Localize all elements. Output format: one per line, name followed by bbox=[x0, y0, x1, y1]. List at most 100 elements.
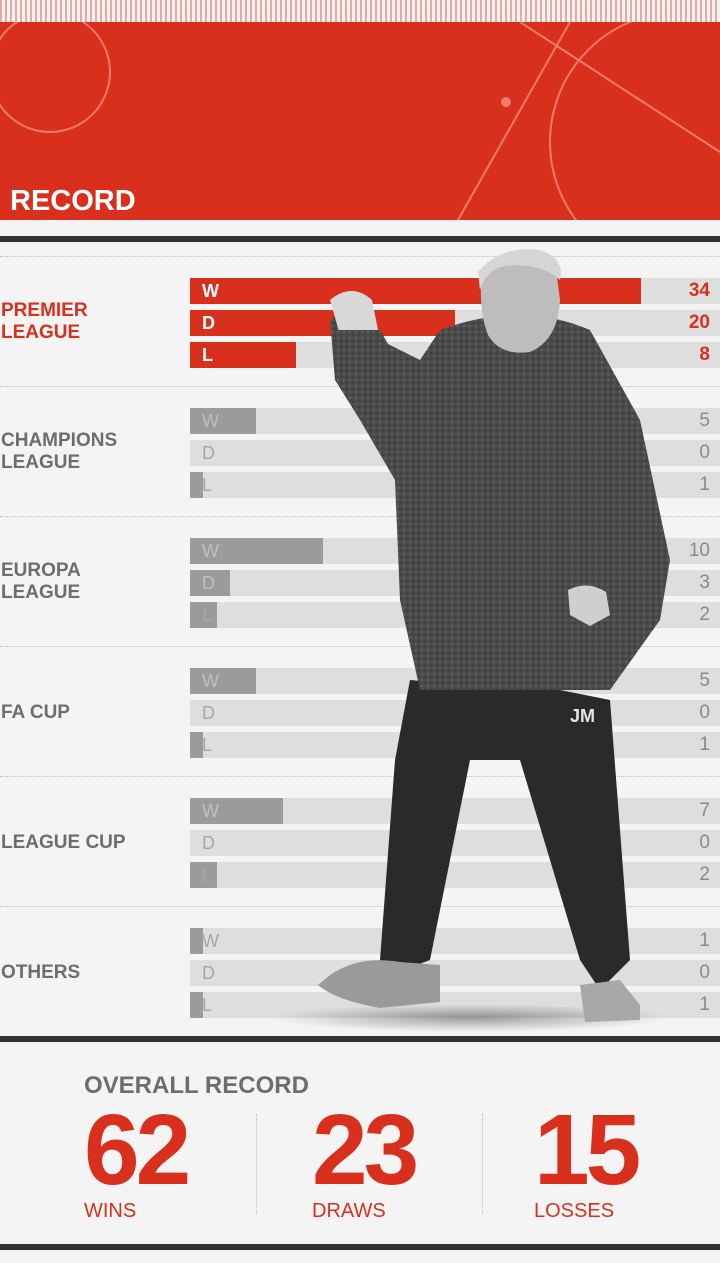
bar-category-label: L bbox=[202, 995, 213, 1015]
bar-value-label: 8 bbox=[699, 344, 710, 365]
top-divider bbox=[0, 236, 720, 242]
bar-category-label: D bbox=[202, 833, 215, 853]
bar-w bbox=[190, 668, 257, 694]
competition-name-line: EUROPA bbox=[1, 560, 81, 581]
bar-category-label: W bbox=[202, 801, 219, 821]
bar-value-label: 0 bbox=[699, 832, 710, 853]
competition-group: EUROPA LEAGUE W 10 D 3 L 2 bbox=[0, 516, 720, 646]
bar-value-label: 10 bbox=[688, 540, 710, 561]
bar-value-label: 34 bbox=[688, 280, 710, 301]
bar-category-label: D bbox=[202, 573, 215, 593]
bar-row: D 20 bbox=[190, 310, 720, 336]
bar-track bbox=[190, 602, 720, 628]
bar-category-label: D bbox=[202, 963, 215, 983]
bar-w bbox=[190, 278, 641, 304]
competition-name-line: FA CUP bbox=[1, 702, 70, 723]
header-banner: RECORD bbox=[0, 22, 720, 220]
bar-value-label: 3 bbox=[699, 572, 710, 593]
group-separator bbox=[0, 386, 720, 387]
bottom-chart-divider bbox=[0, 1036, 720, 1042]
losses-value: 15 bbox=[534, 1094, 641, 1206]
bar-value-label: 1 bbox=[699, 474, 710, 495]
wins-value: 62 bbox=[84, 1094, 191, 1206]
page-title: RECORD bbox=[10, 185, 136, 217]
competition-name: OTHERS bbox=[1, 962, 181, 984]
bar-w bbox=[190, 408, 257, 434]
bar-category-label: L bbox=[202, 865, 213, 885]
bar-category-label: D bbox=[202, 443, 215, 463]
competition-name: EUROPA LEAGUE bbox=[1, 560, 181, 604]
bar-track bbox=[190, 830, 720, 856]
bar-value-label: 20 bbox=[688, 312, 710, 333]
bar-value-label: 1 bbox=[699, 994, 710, 1015]
bar-value-label: 1 bbox=[699, 734, 710, 755]
footer-divider bbox=[0, 1244, 720, 1250]
bar-track bbox=[190, 440, 720, 466]
bar-l bbox=[190, 342, 296, 368]
bar-value-label: 1 bbox=[699, 930, 710, 951]
header-dot-pattern bbox=[0, 0, 720, 22]
bar-category-label: D bbox=[202, 703, 215, 723]
record-chart: PREMIER LEAGUE W 34 D 20 L 8 CHAMPIONS LEAGUE W 5 D 0… bbox=[0, 256, 720, 1036]
overall-record-panel: OVERALL RECORD 62 WINS 23 DRAWS 15 LOSSE… bbox=[0, 1044, 720, 1244]
competition-name-line: PREMIER bbox=[1, 300, 88, 321]
competition-name: LEAGUE CUP bbox=[1, 832, 181, 854]
bar-track bbox=[190, 570, 720, 596]
pitch-lines-graphic bbox=[0, 22, 720, 220]
overall-record-title: OVERALL RECORD bbox=[84, 1072, 309, 1099]
competition-name: PREMIER LEAGUE bbox=[1, 300, 181, 344]
competition-name: CHAMPIONS LEAGUE bbox=[1, 430, 181, 474]
bar-category-label: W bbox=[202, 281, 219, 301]
bar-value-label: 5 bbox=[699, 410, 710, 431]
bar-l bbox=[190, 732, 204, 758]
bar-track bbox=[190, 960, 720, 986]
bar-category-label: W bbox=[202, 671, 219, 691]
bar-track bbox=[190, 862, 720, 888]
competition-name-line: LEAGUE bbox=[1, 582, 81, 603]
wins-label: WINS bbox=[84, 1200, 137, 1222]
bar-track bbox=[190, 472, 720, 498]
bar-category-label: W bbox=[202, 411, 219, 431]
draws-value: 23 bbox=[312, 1094, 419, 1206]
bar-d bbox=[190, 310, 455, 336]
bar-track bbox=[190, 408, 720, 434]
bar-value-label: 0 bbox=[699, 702, 710, 723]
group-separator bbox=[0, 906, 720, 907]
bar-d bbox=[190, 570, 230, 596]
group-separator bbox=[0, 646, 720, 647]
bar-track bbox=[190, 928, 720, 954]
competition-name-line: LEAGUE CUP bbox=[1, 832, 126, 853]
bar-value-label: 0 bbox=[699, 962, 710, 983]
competition-name-line: LEAGUE bbox=[1, 452, 81, 473]
group-separator bbox=[0, 256, 720, 257]
bar-w bbox=[190, 928, 204, 954]
bar-w bbox=[190, 798, 283, 824]
competition-group: OTHERS W 1 D 0 L 1 bbox=[0, 906, 720, 1036]
competition-group: FA CUP W 5 D 0 L 1 bbox=[0, 646, 720, 776]
bar-category-label: W bbox=[202, 541, 219, 561]
bar-track bbox=[190, 668, 720, 694]
competition-group: PREMIER LEAGUE W 34 D 20 L 8 bbox=[0, 256, 720, 386]
bar-l bbox=[190, 472, 204, 498]
competition-name: FA CUP bbox=[1, 702, 181, 724]
draws-label: DRAWS bbox=[312, 1200, 386, 1222]
bar-value-label: 5 bbox=[699, 670, 710, 691]
bar-l bbox=[190, 992, 204, 1018]
bar-value-label: 0 bbox=[699, 442, 710, 463]
bar-w bbox=[190, 538, 323, 564]
wins-stat: 62 WINS bbox=[84, 1094, 191, 1223]
bar-category-label: W bbox=[202, 931, 219, 951]
competition-group: LEAGUE CUP W 7 D 0 L 2 bbox=[0, 776, 720, 906]
